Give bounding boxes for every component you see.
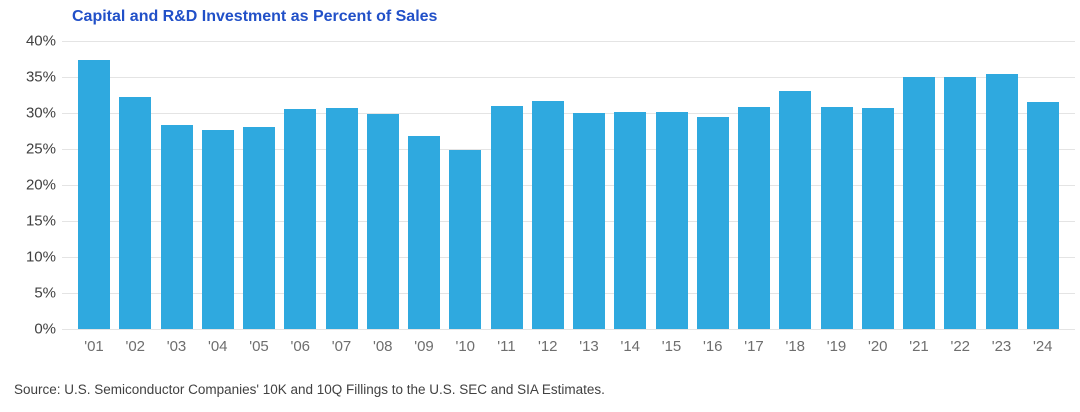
x-tick-label: '08 (372, 338, 393, 355)
x-tick-label: '23 (991, 338, 1012, 355)
gridline (62, 149, 1075, 150)
bar (655, 112, 688, 329)
bar (78, 60, 110, 329)
y-axis-labels: 40% 35% 30% 25% 20% 15% 10% 5% 0% (10, 33, 56, 338)
bar (614, 112, 647, 329)
x-tick-label: '17 (744, 338, 764, 355)
x-tick-label: '01 (84, 338, 104, 355)
gridline (62, 185, 1075, 186)
bar (820, 107, 853, 329)
bar (160, 125, 193, 329)
bar (119, 97, 152, 329)
bar (573, 113, 605, 329)
x-tick-label: '24 (1032, 338, 1053, 355)
x-tick-label: '18 (785, 338, 806, 355)
x-tick-label: '09 (414, 338, 434, 355)
bar (408, 136, 440, 329)
bar (531, 101, 564, 329)
x-tick-label: '03 (166, 338, 187, 355)
x-tick-label: '20 (867, 338, 888, 355)
x-tick-label: '11 (497, 338, 516, 355)
bar (1026, 102, 1059, 329)
x-tick-label: '22 (950, 338, 971, 355)
gridline (62, 113, 1075, 114)
x-tick-label: '14 (620, 338, 641, 355)
x-tick-label: '02 (125, 338, 146, 355)
x-tick-label: '13 (579, 338, 599, 355)
y-tick-label: 35% (25, 68, 56, 86)
y-tick-label: 20% (25, 176, 56, 194)
bar (861, 108, 894, 329)
x-tick-label: '05 (249, 338, 269, 355)
x-tick-label: '06 (290, 338, 311, 355)
y-tick-label: 5% (34, 284, 56, 302)
y-tick-label: 10% (25, 248, 56, 266)
bar (201, 130, 234, 329)
x-tick-label: '19 (826, 338, 847, 355)
gridline (62, 41, 1075, 42)
bar (779, 91, 812, 329)
plot-area (62, 41, 1075, 330)
gridline (62, 77, 1075, 78)
x-tick-label: '15 (661, 338, 682, 355)
bar (366, 114, 399, 329)
y-tick-label: 25% (25, 140, 56, 158)
bar (738, 107, 770, 329)
bar (944, 77, 977, 329)
x-tick-label: '21 (909, 338, 929, 355)
bar (490, 106, 523, 329)
x-tick-label: '07 (331, 338, 352, 355)
bars-group (78, 41, 1059, 329)
bar (985, 74, 1018, 329)
bar (325, 108, 358, 329)
gridline (62, 329, 1075, 330)
y-tick-label: 40% (25, 32, 56, 50)
bar (284, 109, 317, 329)
chart-title: Capital and R&D Investment as Percent of… (72, 8, 438, 25)
y-tick-label: 30% (25, 104, 56, 122)
bar (696, 117, 729, 329)
x-tick-label: '16 (702, 338, 723, 355)
x-axis-labels: '01 '02 '03 '04 '05 '06 '07 '08 '09 '10 '11 '12 '13 '… (78, 338, 1059, 355)
source-note: Source: U.S. Semiconductor Companies' 10… (14, 382, 605, 397)
x-tick-label: '10 (455, 338, 476, 355)
bar (449, 150, 482, 329)
gridline (62, 221, 1075, 222)
bar (243, 127, 275, 329)
gridline (62, 257, 1075, 258)
y-tick-label: 15% (25, 212, 56, 230)
x-tick-label: '12 (537, 338, 558, 355)
bar (903, 77, 935, 329)
y-tick-label: 0% (34, 320, 56, 338)
gridline (62, 293, 1075, 294)
x-tick-label: '04 (207, 338, 228, 355)
